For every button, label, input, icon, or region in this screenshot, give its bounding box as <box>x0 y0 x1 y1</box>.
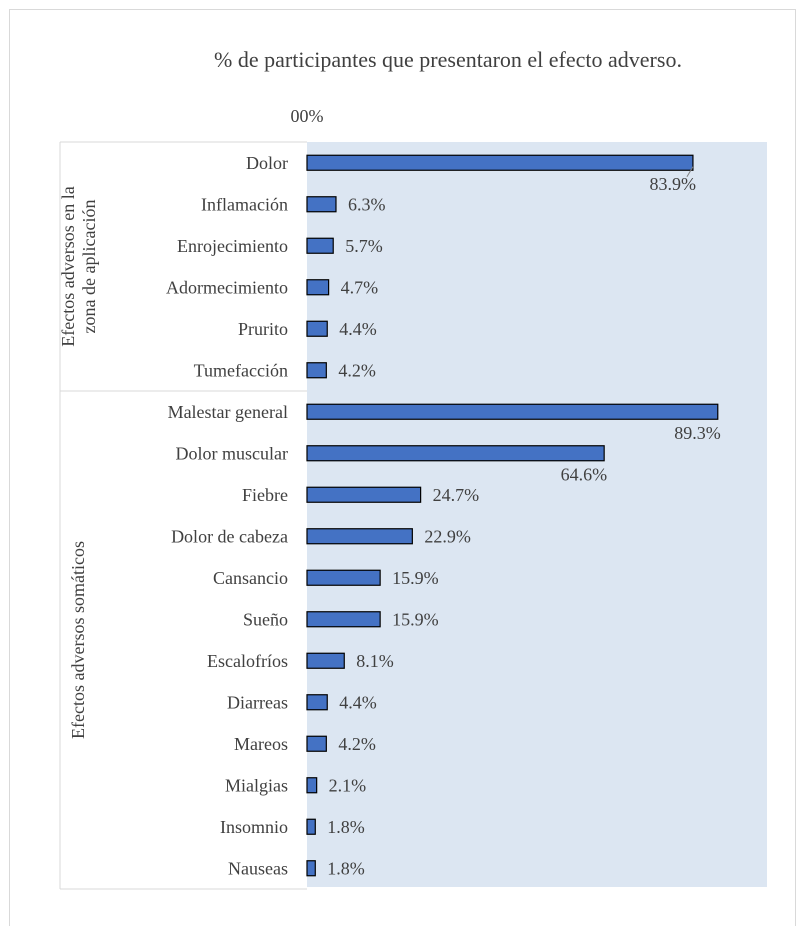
category-label: Enrojecimiento <box>177 236 288 256</box>
category-label: Escalofríos <box>207 651 288 671</box>
group-label: Efectos adversos somáticos <box>68 541 88 739</box>
category-label: Nauseas <box>228 858 288 878</box>
category-label: Inflamación <box>201 194 288 214</box>
bar-1 <box>306 196 337 213</box>
category-label: Mareos <box>234 734 288 754</box>
bar-4 <box>306 320 328 337</box>
category-label: Insomnio <box>220 817 288 837</box>
category-label: Dolor de cabeza <box>171 526 288 546</box>
category-label: Sueño <box>243 609 288 629</box>
value-label: 89.3% <box>674 423 721 443</box>
value-label: 15.9% <box>392 609 439 629</box>
category-label: Mialgias <box>225 775 288 795</box>
x-axis-tick-label: 00% <box>291 106 324 126</box>
bar-11 <box>306 611 381 628</box>
bar-14 <box>306 735 327 752</box>
value-label: 4.2% <box>338 734 376 754</box>
bar-0 <box>306 154 694 171</box>
value-label: 5.7% <box>345 236 383 256</box>
category-label: Malestar general <box>168 402 288 422</box>
category-label: Diarreas <box>227 692 288 712</box>
bar-13 <box>306 694 328 711</box>
value-label: 22.9% <box>424 526 471 546</box>
category-label: Cansancio <box>213 568 288 588</box>
bar-16 <box>306 818 316 835</box>
category-labels: Dolor Inflamación Enrojecimiento Adormecimi… <box>166 153 288 879</box>
chart-frame <box>9 9 796 926</box>
bar-15 <box>306 777 318 794</box>
value-label: 8.1% <box>356 651 394 671</box>
value-label: 4.4% <box>339 319 377 339</box>
bar-7 <box>306 445 605 462</box>
chart-title: % de participantes que presentaron el ef… <box>214 47 682 72</box>
value-label: 4.2% <box>338 360 376 380</box>
bar-9 <box>306 528 413 545</box>
label-leader-line <box>686 166 694 178</box>
category-label: Tumefacción <box>194 360 288 380</box>
category-label: Dolor muscular <box>176 443 288 463</box>
group-labels: Efectos adversos en lazona de aplicación… <box>58 141 307 890</box>
value-label: 64.6% <box>561 464 608 484</box>
bar-17 <box>306 860 316 877</box>
value-label: 4.4% <box>339 692 377 712</box>
value-label: 1.8% <box>327 817 365 837</box>
category-label: Fiebre <box>242 485 288 505</box>
value-label: 24.7% <box>433 485 480 505</box>
bar-12 <box>306 652 345 669</box>
bar-5 <box>306 362 327 379</box>
value-label: 4.7% <box>341 277 379 297</box>
value-label: 1.8% <box>327 858 365 878</box>
value-labels: 83.9% 6.3% 5.7% 4.7% 4.4% 4.2% 89.3% 64.6% 24.7%… <box>327 166 721 878</box>
bar-10 <box>306 569 381 586</box>
category-label: Dolor <box>246 153 288 173</box>
category-label: Adormecimiento <box>166 277 288 297</box>
bar-8 <box>306 486 422 503</box>
bar-6 <box>306 403 719 420</box>
value-label: 15.9% <box>392 568 439 588</box>
bar-3 <box>306 279 330 296</box>
value-label: 6.3% <box>348 194 386 214</box>
group-label: Efectos adversos en lazona de aplicación <box>58 186 99 346</box>
bar-2 <box>306 237 334 254</box>
bars <box>306 154 719 877</box>
category-label: Prurito <box>238 319 288 339</box>
value-label: 2.1% <box>329 775 367 795</box>
value-label: 83.9% <box>649 174 696 194</box>
plot-area <box>307 142 767 887</box>
